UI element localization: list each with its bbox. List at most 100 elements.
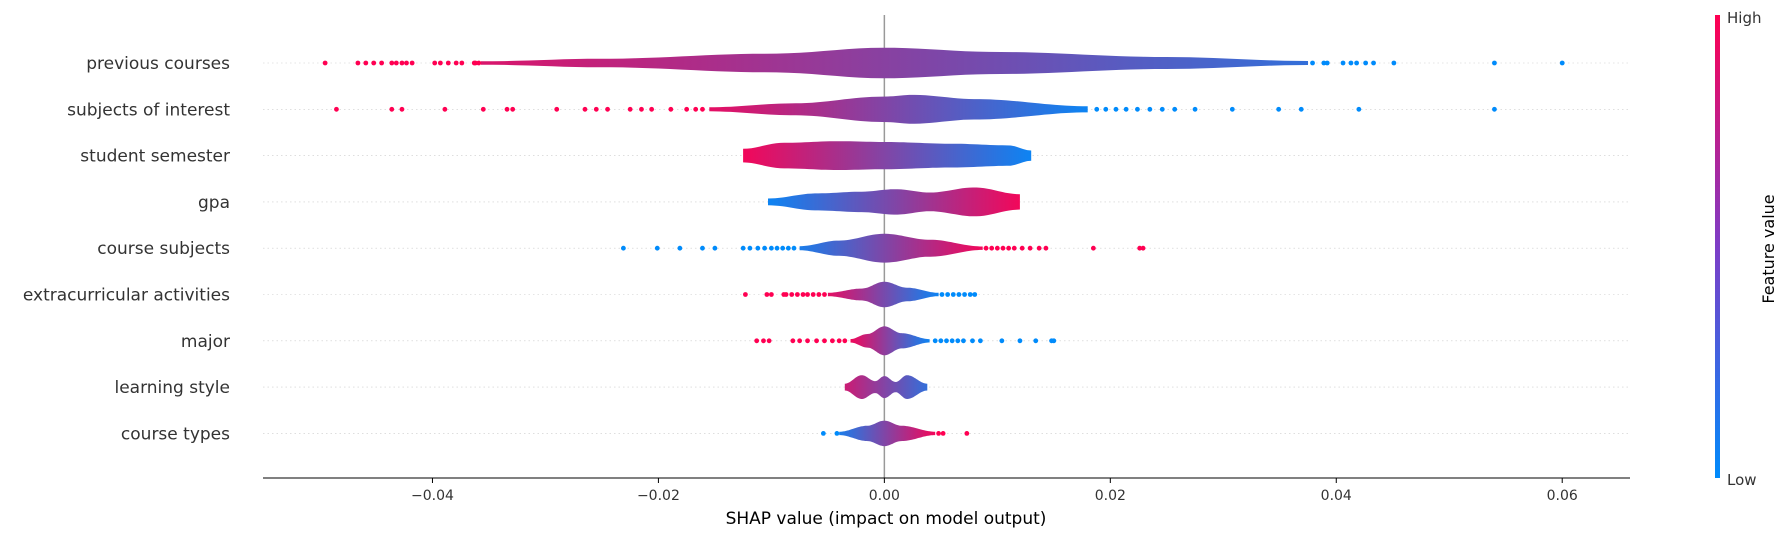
outlier-point bbox=[1354, 60, 1359, 66]
outlier-point bbox=[822, 292, 827, 297]
outlier-point bbox=[322, 60, 328, 66]
outlier-point bbox=[962, 292, 967, 297]
outlier-point bbox=[994, 245, 1000, 251]
outlier-point bbox=[363, 60, 369, 66]
outlier-point bbox=[945, 292, 951, 297]
outlier-point bbox=[554, 106, 560, 112]
outlier-point bbox=[1036, 245, 1042, 251]
outlier-point bbox=[1310, 60, 1315, 66]
outlier-point bbox=[805, 338, 810, 344]
outlier-point bbox=[1492, 60, 1497, 66]
outlier-point bbox=[649, 106, 655, 112]
outlier-point bbox=[371, 60, 377, 66]
outlier-point bbox=[593, 106, 599, 112]
outlier-point bbox=[797, 338, 803, 344]
outlier-point bbox=[379, 60, 385, 66]
outlier-point bbox=[504, 106, 510, 112]
outlier-point bbox=[442, 106, 448, 112]
outlier-point bbox=[820, 431, 826, 436]
outlier-point bbox=[1276, 106, 1282, 112]
outlier-point bbox=[1051, 338, 1057, 344]
grid-layer bbox=[263, 62, 1630, 434]
outlier-point bbox=[956, 292, 962, 297]
outlier-point bbox=[480, 106, 486, 112]
violin-shape bbox=[481, 47, 1308, 79]
feature-label: gpa bbox=[198, 193, 230, 213]
outlier-point bbox=[700, 106, 705, 112]
colorbar-high-label: High bbox=[1727, 9, 1761, 27]
violin-layer bbox=[481, 47, 1308, 447]
x-axis-label: SHAP value (impact on model output) bbox=[726, 509, 1047, 529]
outlier-point bbox=[964, 431, 970, 436]
feature-label: subjects of interest bbox=[67, 100, 230, 120]
colorbar-gradient bbox=[1715, 15, 1720, 478]
outlier-point bbox=[970, 338, 975, 344]
outlier-point bbox=[1140, 245, 1146, 251]
outlier-point bbox=[1324, 60, 1330, 66]
outlier-point bbox=[940, 431, 946, 436]
x-axis: SHAP value (impact on model output) −0.0… bbox=[263, 477, 1630, 529]
x-tick-label: 0.06 bbox=[1547, 488, 1578, 504]
outlier-point bbox=[1103, 106, 1109, 112]
outlier-point bbox=[1137, 245, 1143, 251]
outlier-point bbox=[1340, 60, 1346, 66]
outlier-point bbox=[836, 338, 842, 344]
outlier-point bbox=[822, 338, 827, 344]
outlier-point bbox=[950, 292, 956, 297]
outlier-point bbox=[1123, 106, 1129, 112]
outlier-point bbox=[814, 338, 819, 344]
colorbar-low-label: Low bbox=[1727, 471, 1757, 489]
feature-label: learning style bbox=[114, 378, 230, 398]
outlier-point bbox=[794, 292, 800, 297]
outlier-point bbox=[1113, 106, 1119, 112]
outlier-point bbox=[785, 245, 791, 251]
x-tick-label: −0.04 bbox=[411, 488, 454, 504]
outlier-point bbox=[1135, 106, 1140, 112]
outlier-point bbox=[409, 60, 415, 66]
outlier-point bbox=[700, 245, 705, 251]
outlier-point bbox=[459, 60, 465, 66]
outlier-point bbox=[605, 106, 610, 112]
x-tick-label: 0.02 bbox=[1095, 488, 1126, 504]
outlier-point bbox=[1371, 60, 1376, 66]
outlier-point bbox=[677, 245, 683, 251]
outlier-point bbox=[1011, 245, 1017, 251]
violin-shape bbox=[709, 94, 1088, 124]
outlier-point bbox=[766, 338, 772, 344]
outlier-point bbox=[774, 245, 780, 251]
violin-shape bbox=[850, 326, 930, 356]
feature-label-layer: previous courses subjects of interest stud… bbox=[23, 54, 230, 444]
outlier-point bbox=[1159, 106, 1165, 112]
outlier-point bbox=[334, 106, 339, 112]
outlier-point bbox=[754, 338, 760, 344]
outlier-point bbox=[510, 106, 516, 112]
outlier-point bbox=[762, 245, 768, 251]
outlier-point bbox=[938, 338, 944, 344]
outlier-point bbox=[693, 106, 699, 112]
outlier-point bbox=[1033, 338, 1039, 344]
outlier-point bbox=[399, 106, 405, 112]
outlier-point bbox=[768, 292, 774, 297]
outlier-point bbox=[432, 60, 438, 66]
feature-label: course types bbox=[121, 424, 230, 444]
outlier-point bbox=[789, 292, 795, 297]
outlier-point bbox=[761, 338, 766, 344]
outlier-point bbox=[476, 60, 482, 66]
outlier-point bbox=[355, 60, 361, 66]
outlier-point bbox=[445, 60, 451, 66]
colorbar-title: Feature value bbox=[1759, 194, 1778, 303]
outlier-point bbox=[810, 292, 816, 297]
violin-shape bbox=[827, 281, 939, 308]
outlier-point bbox=[967, 292, 973, 297]
outlier-point bbox=[1192, 106, 1198, 112]
outlier-point bbox=[453, 60, 459, 66]
outlier-point bbox=[743, 292, 748, 297]
outlier-point bbox=[1000, 245, 1006, 251]
outlier-point bbox=[949, 338, 955, 344]
outlier-point bbox=[1363, 60, 1369, 66]
outlier-point bbox=[805, 292, 810, 297]
outlier-point bbox=[791, 245, 797, 251]
outlier-point bbox=[790, 338, 796, 344]
feature-label: course subjects bbox=[97, 239, 230, 259]
